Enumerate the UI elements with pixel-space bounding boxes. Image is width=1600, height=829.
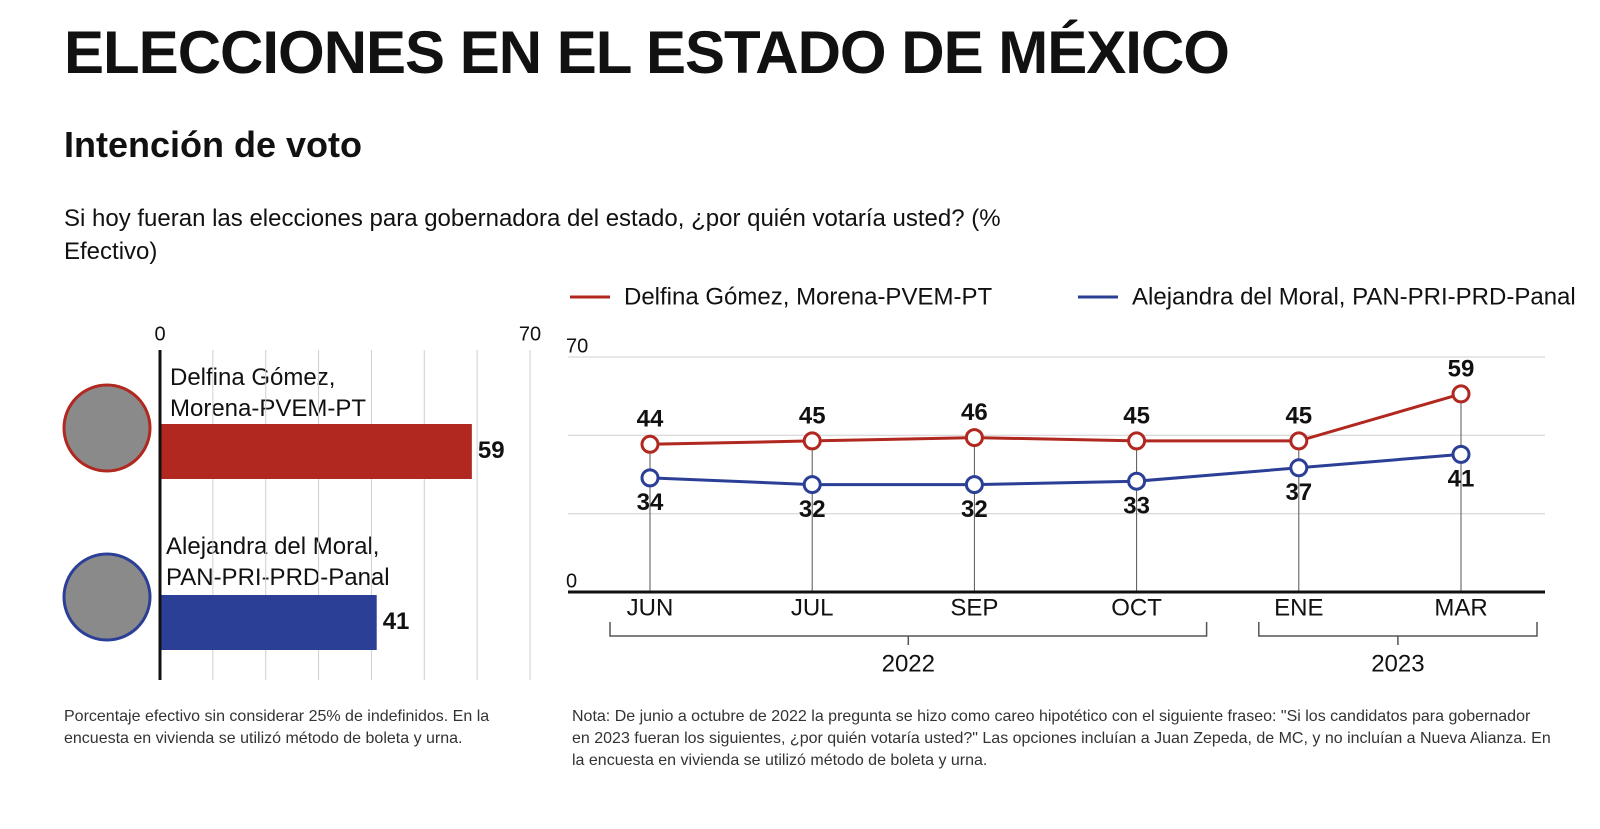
data-label: 59 [1448,355,1475,382]
data-label: 45 [1285,402,1312,429]
group-label: 2022 [882,650,935,677]
photo [62,383,152,473]
photo [62,552,152,642]
point [802,475,822,495]
point [802,431,822,451]
point [640,434,660,454]
group-bracket [609,622,1208,645]
x-tick-label: 70 [519,323,541,345]
bar [160,424,472,479]
point [1127,431,1147,451]
x-tick-label: 0 [154,323,165,345]
data-label: 45 [1123,402,1150,429]
x-tick-label: JUL [791,594,834,621]
legend-label: Alejandra del Moral, PAN-PRI-PRD-Panal [1132,283,1576,310]
point [1289,458,1309,478]
data-label: 32 [961,496,988,523]
data-label: 44 [637,406,664,433]
x-tick-label: ENE [1274,594,1323,621]
data-label: 34 [637,489,664,516]
data-label: 41 [1448,466,1475,493]
data-label: 45 [799,402,826,429]
footnote: Nota: De junio a octubre de 2022 la preg… [572,708,1551,769]
point [964,428,984,448]
bar-category-label: Alejandra del Moral, PAN-PRI-PRD-Panal [166,533,390,591]
bar [160,595,377,650]
y-tick-label: 70 [566,335,588,357]
bar-category-label: Delfina Gómez, Morena-PVEM-PT [170,364,367,422]
bar-value-label: 41 [383,608,410,635]
data-label: 46 [961,399,988,426]
title: ELECCIONES EN EL ESTADO DE MÉXICO [64,19,1230,86]
data-label: 33 [1123,493,1150,520]
point [964,475,984,495]
bar-value-label: 59 [478,437,505,464]
legend-label: Delfina Gómez, Morena-PVEM-PT [624,283,992,310]
point [640,468,660,488]
point [1127,471,1147,491]
group-label: 2023 [1371,650,1424,677]
x-tick-label: OCT [1111,594,1162,621]
x-tick-label: SEP [950,594,998,621]
series-line [649,392,1462,446]
point [1451,384,1471,404]
y-tick-label: 0 [566,570,577,592]
question: Si hoy fueran las elecciones para gobern… [64,205,1001,265]
point [1289,431,1309,451]
x-tick-label: MAR [1434,594,1487,621]
footnote: Porcentaje efectivo sin considerar 25% d… [64,708,490,747]
point [1451,444,1471,464]
series-line [649,452,1462,487]
data-label: 32 [799,496,826,523]
subtitle: Intención de voto [64,124,363,165]
data-label: 37 [1285,479,1312,506]
group-bracket [1258,622,1538,645]
x-tick-label: JUN [627,594,674,621]
